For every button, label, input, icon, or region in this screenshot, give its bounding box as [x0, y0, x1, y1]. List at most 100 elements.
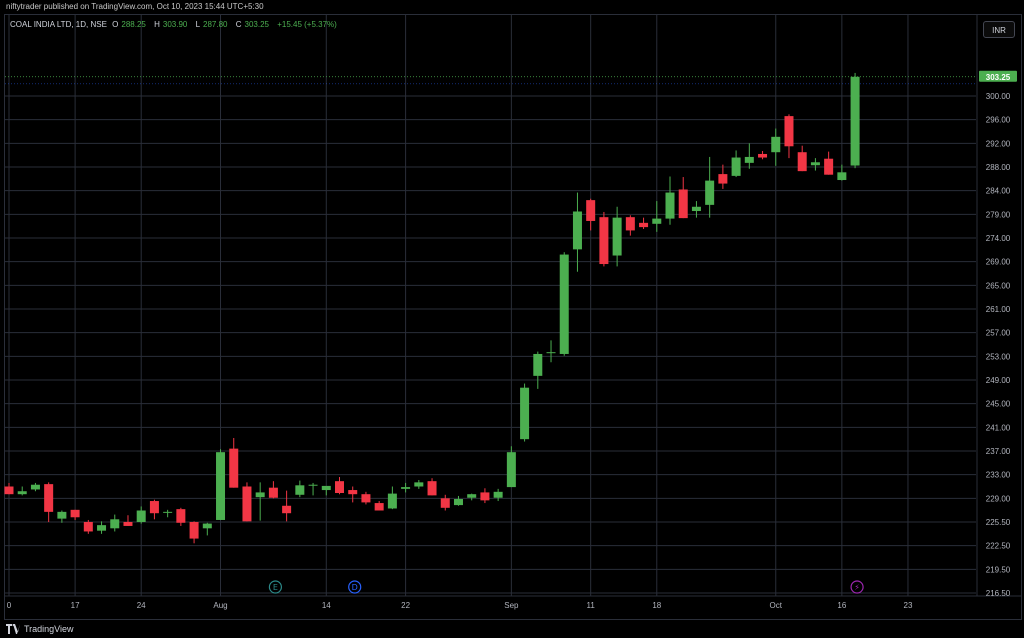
candle-body	[427, 481, 437, 496]
x-tick-label: 17	[71, 601, 80, 610]
close-label: C	[235, 20, 242, 29]
candle-body	[572, 211, 582, 250]
symbol-label: COAL INDIA LTD, 1D, NSE	[10, 20, 107, 29]
candle-body	[229, 448, 239, 488]
x-tick-label: 24	[137, 601, 146, 610]
candle-body	[136, 510, 146, 522]
candle-body	[123, 522, 133, 526]
candle-body	[282, 505, 292, 514]
y-tick-label: 265.00	[986, 281, 1011, 290]
candle-body	[202, 523, 212, 529]
tradingview-brand-label: TradingView	[24, 624, 74, 634]
candle-body	[691, 206, 701, 212]
close-value: 303.25	[244, 20, 269, 29]
y-tick-label: 284.00	[986, 187, 1011, 196]
candle-body	[295, 485, 305, 495]
y-tick-label: 245.00	[986, 400, 1011, 409]
y-tick-label: 249.00	[986, 376, 1011, 385]
candle-body	[255, 492, 265, 498]
y-tick-label: 216.50	[986, 589, 1011, 598]
candle-body	[176, 509, 186, 523]
candle-body	[440, 498, 450, 508]
publish-info: niftytrader published on TradingView.com…	[6, 2, 264, 11]
y-tick-label: 288.00	[986, 163, 1011, 172]
x-tick-label: 18	[652, 601, 661, 610]
earnings-marker-ring	[268, 580, 282, 594]
candle-body	[83, 522, 93, 532]
candle-body	[493, 491, 503, 498]
low-value: 287.80	[203, 20, 228, 29]
candle-body	[797, 152, 807, 172]
candle-body	[374, 503, 384, 511]
chart-frame	[4, 14, 1022, 620]
candle-body	[189, 522, 199, 539]
candle-body	[414, 482, 424, 487]
tradingview-logo-icon	[6, 624, 20, 634]
candle-body	[30, 484, 40, 490]
candle-body	[586, 200, 596, 221]
candle-body	[533, 353, 543, 376]
candle-body	[401, 487, 411, 489]
candle-body	[718, 174, 728, 184]
candle-body	[758, 153, 768, 158]
candle-body	[678, 189, 688, 219]
candle-body	[824, 158, 834, 175]
low-label: L	[195, 20, 201, 29]
y-tick-label: 222.50	[986, 542, 1011, 551]
candle-body	[163, 511, 173, 513]
x-tick-label: Oct	[770, 601, 783, 610]
y-tick-label: 237.00	[986, 447, 1011, 456]
earnings-marker: E	[273, 583, 278, 592]
candle-body	[44, 484, 54, 512]
candle-body	[599, 217, 609, 265]
candle-body	[665, 192, 675, 219]
y-tick-label: 261.00	[986, 305, 1011, 314]
currency-button[interactable]: INR	[983, 21, 1015, 38]
y-tick-label: 300.00	[986, 92, 1011, 101]
y-tick-label: 292.00	[986, 139, 1011, 148]
x-tick-label: 22	[401, 601, 410, 610]
x-tick-label: 0	[7, 601, 12, 610]
candle-body	[216, 452, 226, 520]
candle-body	[242, 486, 252, 522]
candle-body	[744, 156, 754, 163]
candle-body	[480, 492, 490, 501]
y-tick-label: 269.00	[986, 258, 1011, 267]
candle-body	[268, 487, 278, 498]
candles	[4, 72, 860, 544]
candle-body	[335, 481, 344, 494]
last-price-label: 303.25	[986, 73, 1011, 82]
x-tick-label: 14	[322, 601, 331, 610]
candle-body	[361, 494, 371, 503]
candle-body	[652, 218, 662, 224]
split-marker-ring	[850, 580, 864, 594]
candle-body	[308, 484, 318, 486]
y-tick-label: 257.00	[986, 329, 1011, 338]
high-value: 303.90	[162, 20, 188, 29]
candle-body	[110, 519, 120, 529]
y-tick-label: 296.00	[986, 116, 1011, 125]
candle-body	[17, 491, 27, 495]
candle-body	[348, 490, 358, 495]
grid-lines	[5, 15, 1021, 597]
y-tick-label: 225.50	[986, 518, 1011, 527]
candle-body	[546, 352, 556, 354]
candle-body	[612, 217, 622, 256]
candle-body	[4, 486, 14, 495]
price-axis: 300.00 296.00 292.00 288.00 284.00 279.00 274.…	[979, 70, 1017, 598]
footer-brand[interactable]: TradingView	[6, 620, 74, 638]
open-value: 288.25	[121, 20, 146, 29]
x-tick-label: 16	[837, 601, 846, 610]
dividend-marker: D	[352, 583, 358, 592]
candle-body	[97, 525, 107, 531]
candle-body	[639, 222, 649, 228]
candle-body	[506, 452, 516, 488]
candle-body	[771, 136, 781, 153]
event-markers: E D ⚡	[268, 580, 864, 594]
dividend-marker-ring	[348, 580, 362, 594]
candle-body	[837, 172, 847, 181]
candle-body	[784, 116, 794, 147]
y-tick-label: 229.00	[986, 494, 1011, 503]
x-tick-label: Aug	[213, 601, 227, 610]
